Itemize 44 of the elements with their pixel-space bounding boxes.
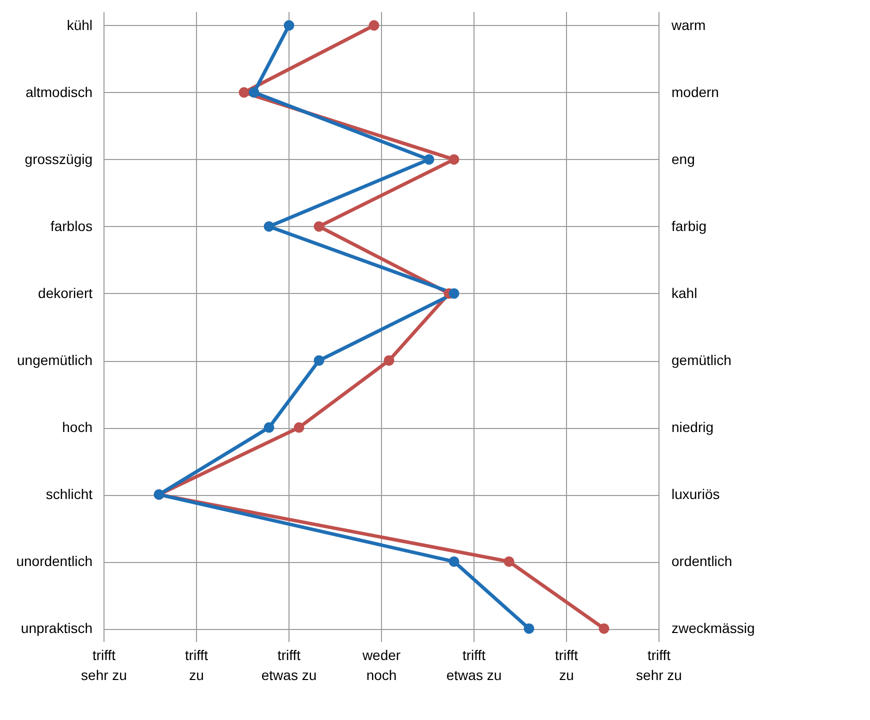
y-tick-label: unpraktisch: [20, 620, 92, 636]
point: [448, 288, 460, 299]
y-tick-label: hoch: [62, 419, 92, 436]
text: trifft zu: [554, 647, 578, 683]
point: [384, 355, 394, 366]
y2-tick-label: modern: [672, 84, 719, 100]
point: [294, 422, 304, 433]
text: weder noch: [361, 647, 401, 683]
point: [368, 20, 380, 31]
point: [314, 221, 324, 232]
y2-tick-label: farbig: [672, 218, 707, 234]
point: [448, 556, 460, 567]
text: trifft etwas zu: [261, 647, 317, 683]
y2-tick-label: eng: [672, 150, 695, 167]
y-tick-label: farblos: [50, 218, 92, 234]
text: trifft etwas zu: [446, 647, 502, 683]
y-tick-label: dekoriert: [38, 284, 93, 301]
point: [598, 623, 610, 634]
point: [424, 154, 434, 165]
y-tick-label: kühl: [66, 16, 92, 33]
y-tick-label: unordentlich: [16, 553, 92, 570]
y2-tick-label: ordentlich: [672, 553, 732, 570]
point: [238, 87, 250, 98]
point: [524, 623, 534, 634]
y-tick-label: schlicht: [46, 486, 93, 502]
point: [504, 556, 514, 567]
text: trifft sehr zu: [81, 647, 127, 683]
text: trifft sehr zu: [636, 647, 682, 683]
y2-tick-label: niedrig: [672, 419, 714, 436]
y2-tick-label: luxuriös: [672, 486, 720, 502]
y-tick-label: altmodisch: [26, 84, 92, 100]
point: [264, 422, 274, 433]
point: [264, 221, 274, 232]
text: trifft zu: [184, 647, 208, 683]
point: [314, 355, 324, 366]
point: [248, 87, 260, 98]
y-tick-label: grosszügig: [24, 150, 92, 167]
point: [448, 154, 460, 165]
point: [284, 20, 294, 31]
y2-tick-label: gemütlich: [672, 352, 732, 368]
y2-tick-label: warm: [670, 16, 706, 33]
y2-tick-label: kahl: [672, 284, 698, 301]
y2-tick-label: zweckmässig: [672, 620, 755, 636]
y-tick-label: ungemütlich: [17, 352, 92, 368]
